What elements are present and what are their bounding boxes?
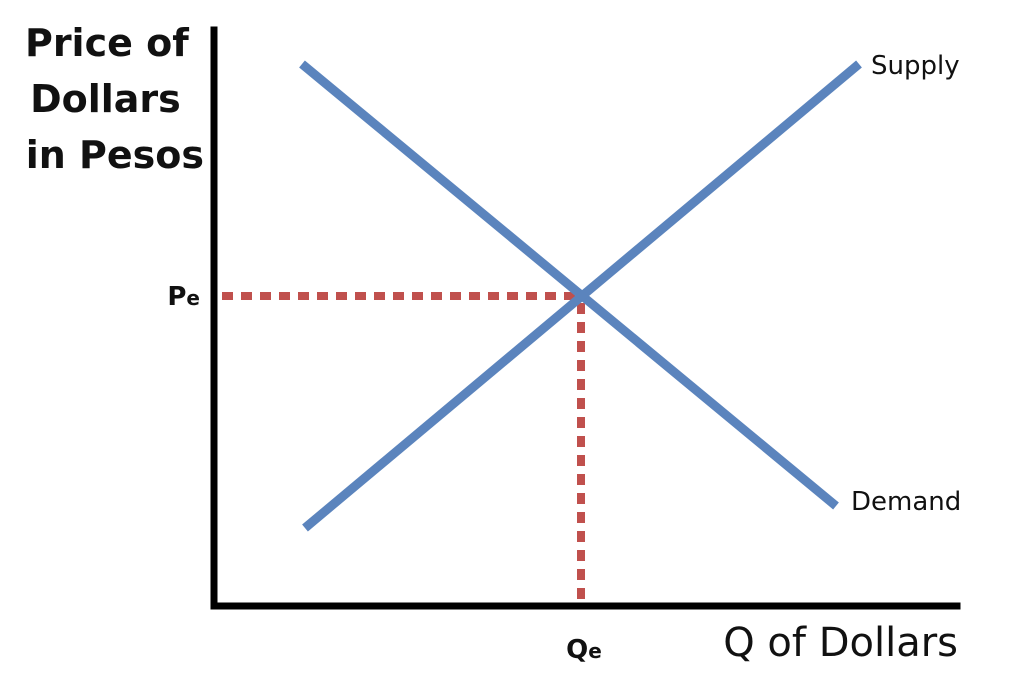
y-axis-title-line-2: Dollars xyxy=(30,77,181,121)
y-axis-title-line-3: in Pesos xyxy=(26,133,204,177)
demand-curve xyxy=(299,60,839,510)
supply-label: Supply xyxy=(871,51,960,81)
price-equilibrium-label: Pe xyxy=(167,282,200,312)
y-axis-title-line-1: Price of xyxy=(25,21,189,65)
quantity-equilibrium-label: Qe xyxy=(566,635,602,665)
x-axis-title: Q of Dollars xyxy=(723,620,958,666)
supply-curve xyxy=(302,60,862,532)
y-axis-title: Price of Dollars in Pesos xyxy=(25,21,204,177)
demand-label: Demand xyxy=(851,487,961,517)
